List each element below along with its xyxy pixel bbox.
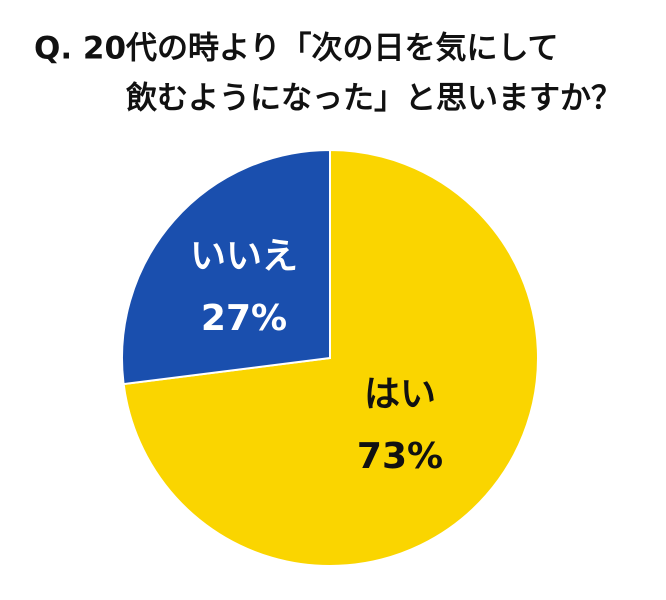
slice-label: はい (364, 374, 436, 415)
value-label: 73% (357, 436, 443, 477)
chart-title: 飲むようになった」と思いますか？ (126, 81, 622, 117)
value-label: 27% (201, 298, 287, 339)
slice-label: いいえ (190, 236, 298, 277)
pie-slice (121, 148, 331, 386)
chart-title: Q. 20代の時より「次の日を気にして (34, 31, 559, 67)
